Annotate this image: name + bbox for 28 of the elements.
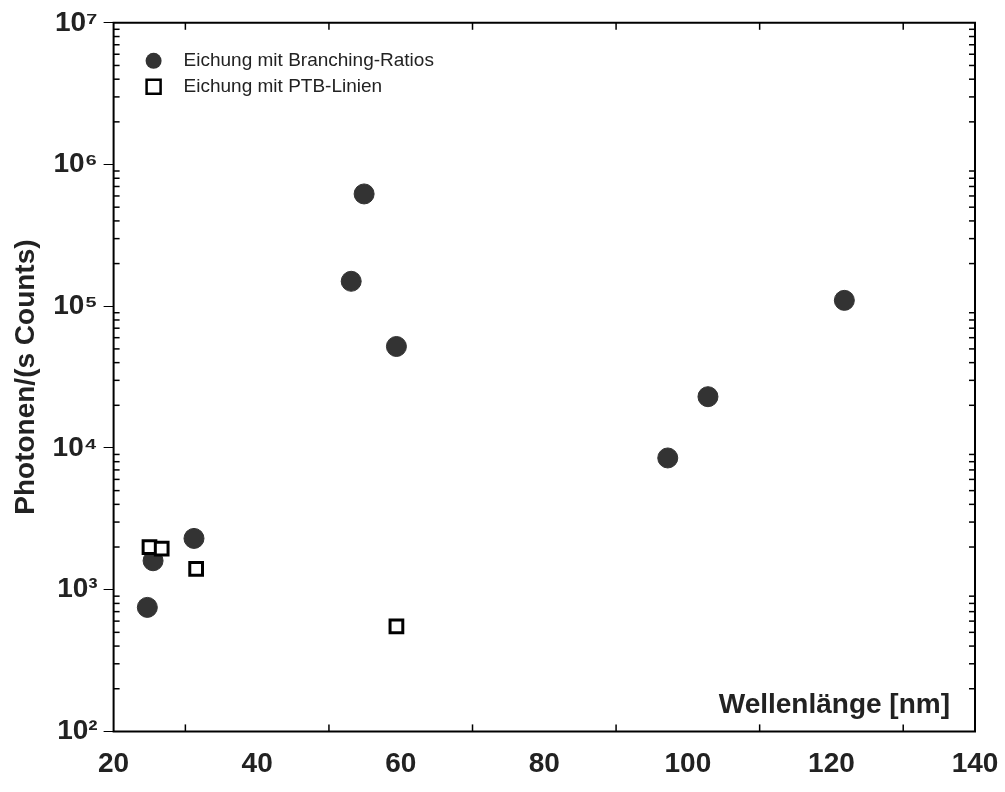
point	[340, 270, 362, 292]
x-tick-label: 60	[385, 746, 417, 778]
point	[657, 447, 679, 469]
y-tick-label: 10⁷	[54, 5, 98, 37]
point	[183, 527, 205, 549]
y-tick-label: 10²	[57, 714, 98, 746]
point	[188, 561, 205, 577]
y-tick-label: 10⁵	[53, 288, 98, 320]
x-tick-label: 120	[808, 746, 855, 778]
point	[388, 618, 405, 635]
y-axis-title: Photonen/(s Counts)	[8, 239, 40, 515]
point	[136, 596, 158, 618]
point	[353, 183, 375, 205]
point	[153, 540, 170, 557]
x-tick-label: 80	[528, 746, 560, 778]
x-tick-label: 100	[664, 746, 712, 778]
x-tick-label: 140	[951, 746, 999, 778]
point	[697, 386, 719, 408]
x-tick-label: 20	[98, 746, 130, 778]
legend-label: Eichung mit PTB-Linien	[183, 75, 383, 97]
x-tick-label: 40	[241, 746, 273, 778]
point	[385, 335, 407, 357]
point	[833, 289, 855, 311]
x-axis-title: Wellenlänge [nm]	[718, 688, 950, 720]
y-tick-label: 10⁶	[53, 147, 98, 179]
legend-label: Eichung mit Branching-Ratios	[183, 49, 434, 71]
y-tick-label: 10⁴	[52, 430, 98, 462]
y-tick-label: 10³	[57, 572, 98, 604]
